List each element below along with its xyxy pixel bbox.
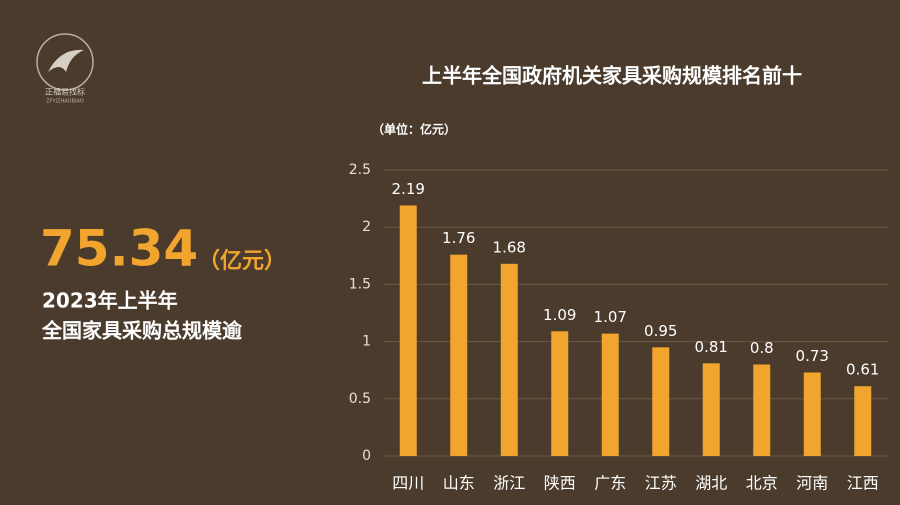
bar bbox=[450, 254, 468, 456]
y-tick-label: 0.5 bbox=[349, 391, 371, 407]
headline-number: 75.34 bbox=[40, 220, 198, 278]
logo-bird bbox=[48, 49, 84, 72]
bar bbox=[601, 333, 619, 456]
value-label: 0.81 bbox=[695, 338, 728, 356]
x-tick-label: 广东 bbox=[594, 474, 626, 493]
x-tick-label: 山东 bbox=[443, 474, 475, 493]
y-tick-label: 2 bbox=[362, 219, 371, 235]
brand-sub: ZFYIZHAOBIAO bbox=[46, 99, 84, 105]
bar bbox=[702, 363, 720, 456]
y-tick-label: 2.5 bbox=[349, 162, 371, 178]
headline-line2: 全国家具采购总规模逾 bbox=[41, 319, 243, 343]
x-tick-label: 北京 bbox=[746, 474, 778, 493]
x-tick-label: 江苏 bbox=[645, 474, 677, 493]
bar bbox=[854, 386, 872, 456]
x-tick-label: 四川 bbox=[392, 474, 424, 493]
bar bbox=[753, 364, 771, 456]
value-label: 0.73 bbox=[796, 347, 829, 365]
x-tick-label: 陕西 bbox=[544, 474, 576, 493]
headline-line1: 2023年上半年 bbox=[42, 289, 178, 313]
x-tick-label: 河南 bbox=[796, 474, 828, 493]
x-tick-label: 浙江 bbox=[493, 474, 525, 493]
unit-label: （单位：亿元） bbox=[372, 122, 456, 137]
bar bbox=[803, 372, 821, 456]
value-label: 2.19 bbox=[392, 180, 425, 198]
chart-title: 上半年全国政府机关家具采购规模排名前十 bbox=[422, 64, 802, 88]
value-label: 1.68 bbox=[493, 238, 526, 256]
headline-unit: （亿元） bbox=[198, 249, 286, 274]
logo-ring bbox=[36, 33, 94, 91]
logo: 正福易找标 ZFYIZHAOBIAO bbox=[36, 33, 94, 105]
value-label: 1.09 bbox=[543, 306, 576, 324]
x-tick-label: 湖北 bbox=[695, 474, 727, 493]
y-tick-label: 1 bbox=[362, 334, 371, 350]
bar bbox=[551, 331, 569, 456]
value-label: 0.61 bbox=[846, 361, 879, 379]
bar bbox=[399, 205, 417, 456]
brand-name: 正福易找标 bbox=[45, 87, 85, 97]
x-tick-label: 江西 bbox=[847, 474, 879, 493]
value-label: 1.07 bbox=[594, 308, 627, 326]
y-tick-label: 1.5 bbox=[349, 276, 371, 292]
y-tick-label: 0 bbox=[362, 448, 371, 464]
value-label: 1.76 bbox=[442, 229, 475, 247]
value-label: 0.8 bbox=[750, 339, 774, 357]
value-label: 0.95 bbox=[644, 322, 677, 340]
bar bbox=[652, 347, 670, 456]
bar bbox=[500, 263, 518, 456]
